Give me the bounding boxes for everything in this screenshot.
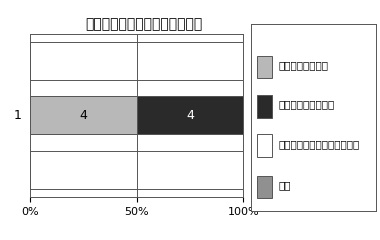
Bar (30, 42, 243, 80)
Bar (137, 96, 243, 134)
Bar (30, 96, 243, 134)
Bar (30, 150, 243, 189)
Text: 1: 1 (14, 109, 22, 122)
Bar (30, 96, 137, 134)
Text: 4: 4 (186, 109, 194, 122)
FancyBboxPatch shape (257, 134, 272, 157)
FancyBboxPatch shape (257, 176, 272, 198)
Text: 4: 4 (80, 109, 87, 122)
Text: ＮＡ: ＮＡ (279, 180, 291, 190)
Text: 発達について　気になるところ: 発達について 気になるところ (86, 17, 203, 31)
FancyBboxPatch shape (257, 56, 272, 78)
Text: 0: 0 (252, 109, 260, 122)
Text: はいはいをしない: はいはいをしない (279, 60, 328, 70)
Text: 歩き始めたのが遅い: 歩き始めたのが遅い (279, 100, 335, 109)
Text: ボトムリフティングをしない: ボトムリフティングをしない (279, 139, 359, 149)
FancyBboxPatch shape (257, 95, 272, 118)
